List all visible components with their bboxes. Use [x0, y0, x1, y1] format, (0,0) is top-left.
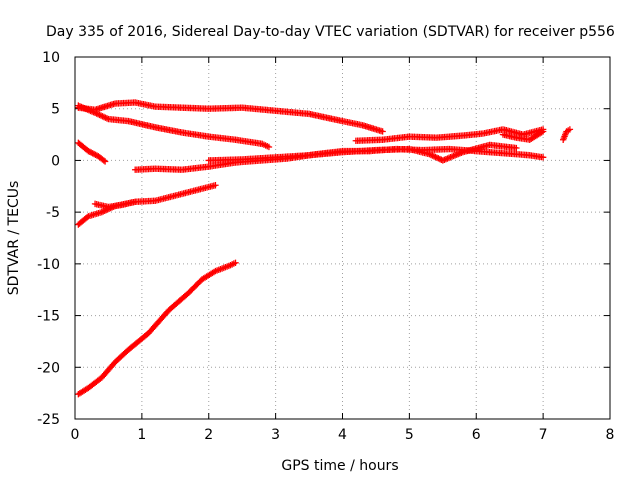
y-axis-label: SDTVAR / TECUs [6, 181, 22, 296]
x-axis-label: GPS time / hours [281, 458, 398, 474]
data-series [75, 99, 386, 135]
y-tick-label: -5 [46, 205, 60, 221]
data-point [379, 128, 386, 135]
data-point [100, 157, 107, 164]
data-point [265, 143, 273, 151]
data-series [352, 126, 547, 144]
data-point [131, 198, 139, 205]
y-tick-label: -25 [37, 412, 60, 428]
x-tick-label: 4 [338, 427, 347, 443]
data-series [75, 259, 239, 398]
y-tick-label: -20 [37, 360, 60, 376]
data-series [75, 139, 109, 165]
y-tick-label: 10 [42, 50, 60, 66]
data-series [75, 102, 273, 151]
data-series [205, 141, 520, 164]
y-tick-label: -15 [37, 309, 60, 325]
data-point [566, 126, 574, 133]
x-tick-label: 3 [271, 427, 280, 443]
data-series [499, 128, 547, 143]
data-point [92, 151, 99, 159]
data-point [85, 147, 92, 155]
data-series [91, 198, 139, 211]
plot-frame [74, 56, 611, 420]
data-point [90, 150, 98, 158]
grid [75, 57, 610, 419]
data-point [88, 149, 95, 156]
x-tick-label: 1 [137, 427, 146, 443]
x-tick-label: 5 [405, 427, 414, 443]
data-series [559, 126, 574, 143]
x-tick-label: 0 [71, 427, 80, 443]
y-tick-label: 0 [51, 153, 60, 169]
x-tick-label: 8 [606, 427, 615, 443]
axis-ticks: 0 1 2 3 4 5 6 7 8 -25 -20 -15 -10 -5 0 5 10 [37, 50, 614, 443]
data-point [101, 158, 109, 165]
data-point [89, 150, 96, 157]
data-point [513, 144, 520, 152]
x-tick-label: 6 [472, 427, 481, 443]
y-tick-label: 5 [51, 102, 60, 118]
data-points [75, 99, 574, 398]
data-point [86, 148, 94, 156]
data-point [232, 259, 239, 267]
data-point [539, 154, 547, 161]
y-tick-label: -10 [37, 257, 60, 273]
chart-title: Day 335 of 2016, Sidereal Day-to-day VTE… [46, 24, 615, 40]
x-tick-label: 2 [204, 427, 213, 443]
data-point [212, 182, 219, 189]
data-point [539, 128, 547, 135]
x-tick-label: 7 [539, 427, 548, 443]
